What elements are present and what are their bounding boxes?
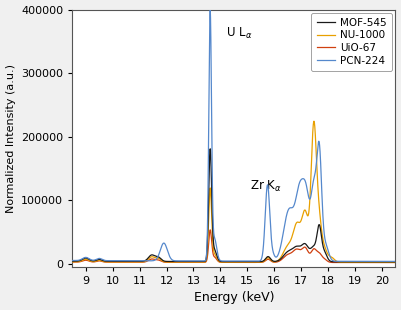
NU-1000 [261,259,266,263]
MOF-545 [70,259,75,263]
PCN-224 [310,188,314,192]
Line: NU-1000: NU-1000 [72,121,395,262]
NU-1000 [86,258,91,262]
NU-1000 [70,260,75,264]
UiO-67 [86,259,91,263]
Legend: MOF-545, NU-1000, UiO-67, PCN-224: MOF-545, NU-1000, UiO-67, PCN-224 [311,13,392,71]
NU-1000 [310,150,314,154]
MOF-545 [208,147,213,151]
PCN-224 [208,8,213,12]
PCN-224 [70,259,75,262]
NU-1000 [187,260,192,264]
MOF-545 [275,259,280,263]
MOF-545 [327,258,332,262]
UiO-67 [208,228,213,232]
UiO-67 [261,260,266,264]
Text: U L$_\alpha$: U L$_\alpha$ [226,25,252,41]
Text: Zr K$_\alpha$: Zr K$_\alpha$ [250,179,282,194]
Line: UiO-67: UiO-67 [72,230,395,263]
MOF-545 [393,260,398,264]
UiO-67 [393,261,398,264]
MOF-545 [261,259,266,263]
UiO-67 [275,260,280,264]
Line: PCN-224: PCN-224 [72,10,395,261]
PCN-224 [327,252,332,256]
PCN-224 [261,243,266,246]
MOF-545 [86,257,91,261]
PCN-224 [187,259,192,263]
UiO-67 [310,249,314,253]
NU-1000 [327,254,332,258]
UiO-67 [70,260,75,264]
PCN-224 [86,256,91,260]
NU-1000 [312,119,316,123]
NU-1000 [393,260,398,264]
Line: MOF-545: MOF-545 [72,149,395,262]
UiO-67 [187,260,192,264]
PCN-224 [275,254,280,258]
PCN-224 [393,259,398,263]
NU-1000 [275,259,280,263]
Y-axis label: Normalized Intensity (a.u.): Normalized Intensity (a.u.) [6,64,16,213]
X-axis label: Energy (keV): Energy (keV) [194,291,274,304]
MOF-545 [187,260,192,264]
MOF-545 [310,246,314,249]
UiO-67 [327,260,332,264]
